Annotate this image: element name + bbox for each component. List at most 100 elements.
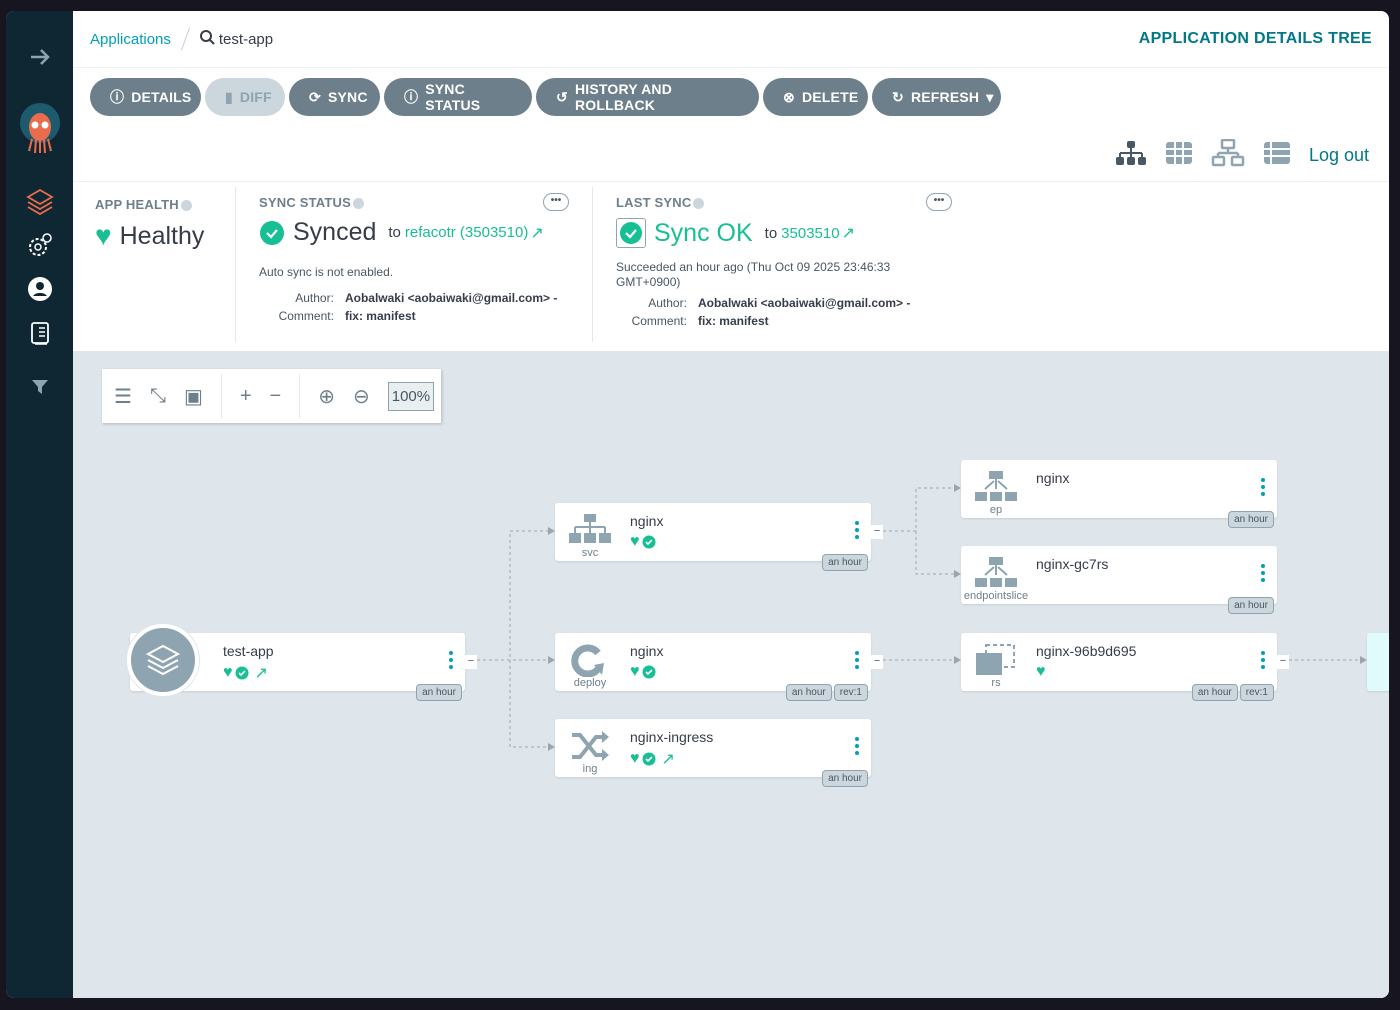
applications-layers-icon[interactable] (24, 185, 56, 217)
revision-tag: rev:1 (833, 684, 868, 701)
diff-button[interactable]: ▮ DIFF (205, 78, 285, 116)
expand-plus-icon[interactable]: + (239, 384, 252, 407)
resource-node-ing[interactable]: ing nginx-ingress ♥ ↗ an hour (555, 719, 871, 787)
search-icon (199, 29, 215, 49)
resource-node-ep[interactable]: ep nginx an hour (961, 460, 1277, 528)
zoom-out-icon[interactable]: ⊖ (352, 385, 370, 408)
comment-value: fix: manifest (697, 314, 769, 328)
pods-grid-view-icon[interactable] (1165, 141, 1193, 170)
heart-icon: ♥ (95, 220, 112, 251)
user-info-icon[interactable] (24, 273, 56, 305)
last-sync-time: Succeeded an hour ago (Thu Oct 09 2025 2… (616, 260, 891, 289)
delete-button[interactable]: ⊗ DELETE (763, 78, 868, 116)
node-name: nginx (630, 513, 664, 529)
check-circle-icon (642, 752, 655, 766)
external-link-icon[interactable]: ↗ (530, 224, 544, 242)
pod-node-partial[interactable] (1367, 633, 1389, 691)
sync-status-more-button[interactable]: ••• (543, 193, 569, 211)
sync-button[interactable]: ⟳ SYNC (289, 78, 380, 116)
collapse-minus-icon[interactable]: − (269, 384, 282, 407)
resource-tree-graph: ☰ ⤡ ▣ + − ⊕ ⊖ 100% test-app ♥ ↗ an hour −… (73, 351, 1389, 998)
network-view-icon[interactable] (1211, 138, 1245, 172)
node-menu-button[interactable] (1261, 478, 1265, 499)
revision-link[interactable]: 3503510 (781, 224, 840, 242)
age-tag: an hour (416, 684, 462, 701)
graph-toolbar: ☰ ⤡ ▣ + − ⊕ ⊖ 100% (102, 369, 441, 423)
compact-icon[interactable]: ⤡ (149, 384, 166, 407)
health-value: Healthy (119, 221, 205, 250)
last-sync-label: LAST SYNC (616, 195, 692, 210)
to-label: to (388, 224, 401, 241)
expand-arrow-icon[interactable] (24, 41, 56, 73)
node-kind: ep (989, 504, 1003, 516)
node-name: test-app (223, 643, 274, 659)
author-value: Aobalwaki <aobaiwaki@gmail.com> - (344, 291, 558, 305)
breadcrumb-separator (180, 27, 190, 51)
node-menu-button[interactable] (855, 737, 859, 758)
resource-node-deploy[interactable]: deploy nginx ♥ an hour rev:1 − (555, 633, 883, 701)
author-value: Aobalwaki <aobaiwaki@gmail.com> - (697, 296, 911, 310)
comment-key: Comment: (278, 309, 334, 323)
node-kind: svc (581, 547, 599, 559)
history-label: HISTORY AND ROLLBACK (574, 81, 673, 113)
refresh-label: REFRESH (910, 89, 980, 105)
info-icon: ⓘ (404, 89, 419, 105)
caret-down-icon: ▾ (986, 88, 994, 105)
zoom-in-icon[interactable]: ⊕ (318, 385, 335, 408)
sync-target-link[interactable]: refacotr (3503510) (404, 224, 529, 241)
view-switcher: Log out (1115, 138, 1369, 172)
sync-status-button[interactable]: ⓘ SYNC STATUS (384, 78, 532, 116)
to-label: to (764, 224, 778, 242)
edge-svc-to-endpointslice (915, 531, 954, 575)
documentation-book-icon[interactable] (24, 318, 56, 350)
zoom-level: 100% (387, 381, 435, 411)
node-status: ♥ (630, 533, 656, 551)
node-name: nginx-ingress (630, 729, 714, 745)
external-link-icon[interactable]: ↗ (841, 225, 855, 242)
sync-status-label: SYNC STATUS (259, 195, 352, 210)
fit-screen-icon[interactable]: ▣ (183, 385, 203, 408)
list-view-icon[interactable] (1263, 141, 1291, 170)
collapse-toggle[interactable]: − (871, 655, 883, 669)
help-icon[interactable] (693, 198, 705, 210)
file-diff-icon: ▮ (225, 88, 233, 105)
filter-icon[interactable] (24, 371, 56, 403)
resource-node-endpointslice[interactable]: endpointslice nginx-gc7rs an hour (961, 546, 1277, 614)
history-rollback-button[interactable]: ↺ HISTORY AND ROLLBACK (536, 78, 759, 116)
node-menu-button[interactable] (855, 651, 859, 672)
node-menu-button[interactable] (449, 651, 453, 672)
collapse-toggle[interactable]: − (871, 525, 883, 539)
details-button[interactable]: ⓘ DETAILS (90, 78, 201, 116)
external-link-icon[interactable]: ↗ (254, 665, 268, 682)
check-circle-icon (642, 535, 655, 549)
node-menu-button[interactable] (1261, 651, 1265, 672)
help-icon[interactable] (353, 198, 365, 210)
node-menu-button[interactable] (855, 521, 859, 542)
last-sync-section: LAST SYNC Sync OK to 3503510 ↗ Succeeded an… (616, 195, 916, 328)
help-icon[interactable] (180, 200, 192, 212)
app-window: Applications test-app APPLICATION DETAIL… (6, 11, 1389, 998)
info-icon: ⓘ (110, 89, 125, 105)
last-sync-more-button[interactable]: ••• (926, 193, 952, 211)
check-circle-icon (616, 218, 646, 248)
revision-tag: rev:1 (1239, 684, 1274, 701)
resource-node-svc[interactable]: svc nginx ♥ an hour − (555, 503, 883, 571)
resource-node-rs[interactable]: rs nginx-96b9d695 ♥ an hour rev:1 − (961, 633, 1289, 701)
details-label: DETAILS (131, 89, 192, 105)
collapse-toggle[interactable]: − (1277, 655, 1289, 669)
top-bar: Applications test-app APPLICATION DETAIL… (73, 11, 1389, 68)
age-tag: an hour (1191, 684, 1238, 701)
heart-icon: ♥ (630, 663, 640, 680)
align-left-icon[interactable]: ☰ (114, 385, 132, 408)
tree-view-icon[interactable] (1115, 140, 1147, 171)
external-link-icon[interactable]: ↗ (661, 751, 675, 768)
node-menu-button[interactable] (1261, 564, 1265, 585)
author-key: Author: (648, 296, 687, 310)
settings-gears-icon[interactable] (24, 229, 56, 261)
breadcrumb-applications[interactable]: Applications (90, 30, 171, 48)
refresh-button[interactable]: ↻ REFRESH ▾ (872, 78, 1001, 116)
collapse-toggle[interactable]: − (465, 655, 477, 669)
age-tag: an hour (822, 770, 868, 787)
logout-link[interactable]: Log out (1308, 145, 1369, 165)
history-icon: ↺ (556, 88, 568, 105)
